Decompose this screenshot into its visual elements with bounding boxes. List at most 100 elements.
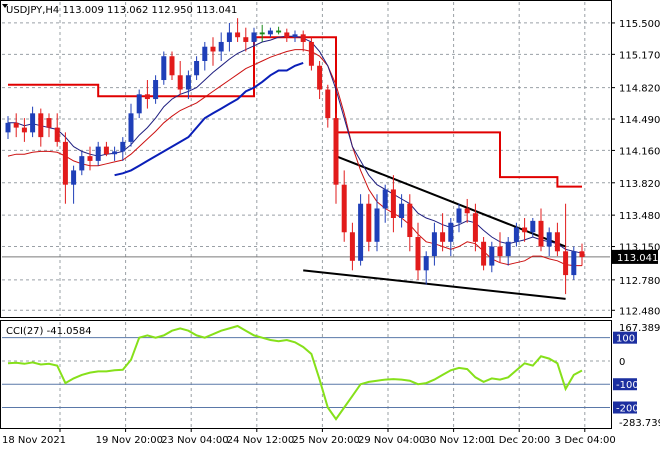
candle <box>218 32 224 61</box>
candle-body <box>128 113 134 142</box>
candle <box>308 37 314 71</box>
candle <box>415 222 421 280</box>
candle <box>284 28 290 42</box>
candle-body <box>399 203 405 218</box>
candle-body <box>177 75 183 90</box>
candle-body <box>13 122 19 128</box>
collapse-triangle-icon[interactable] <box>2 4 8 8</box>
candle <box>30 106 36 138</box>
y-tick-label: 114.490 <box>619 115 660 126</box>
x-tick-label: 19 Nov 20:00 <box>96 435 163 446</box>
candle <box>399 194 405 228</box>
candle <box>497 232 503 263</box>
candle-body <box>341 184 347 233</box>
candle <box>112 146 118 161</box>
candle-body <box>423 256 429 271</box>
candle-body <box>407 203 413 238</box>
candle-body <box>513 227 519 242</box>
x-tick-label: 1 Dec 20:00 <box>489 435 550 446</box>
candle <box>251 27 257 47</box>
candle-body <box>440 232 446 242</box>
candle-body <box>103 146 109 155</box>
candle <box>341 170 347 242</box>
cci-layer <box>7 324 583 421</box>
candle-body <box>161 56 167 81</box>
x-tick-label: 23 Nov 04:00 <box>161 435 228 446</box>
candle-body <box>136 94 142 114</box>
candle <box>554 222 560 257</box>
candle-body <box>30 113 36 133</box>
candle <box>276 26 282 35</box>
y-tick-label: 113.150 <box>619 243 660 254</box>
candle <box>325 84 331 128</box>
candle <box>194 56 200 81</box>
candle <box>54 113 60 147</box>
candle-body <box>46 118 52 128</box>
candle-body <box>358 203 364 261</box>
trendline <box>303 269 566 300</box>
candle-body <box>62 141 68 185</box>
candle <box>71 165 77 204</box>
axis-layer: 115.500 115.170 114.820 114.490 114.160 113.8… <box>2 19 660 446</box>
candle <box>407 194 413 252</box>
candle <box>538 208 544 252</box>
candle-body <box>464 208 470 214</box>
candle <box>349 222 355 271</box>
candle <box>153 75 159 104</box>
candle <box>169 51 175 81</box>
candle <box>456 203 462 233</box>
candle-body <box>292 34 298 38</box>
y-tick-label: 114.160 <box>619 146 660 157</box>
candle <box>505 237 511 266</box>
candle-body <box>185 75 191 90</box>
candle <box>390 175 396 233</box>
candle <box>21 118 27 142</box>
candle-body <box>267 30 273 35</box>
candle-body <box>5 122 11 133</box>
candle <box>489 241 495 273</box>
trendline <box>335 155 566 248</box>
candle-body <box>325 89 331 119</box>
y-tick-label: 113.480 <box>619 211 660 222</box>
cci-tick-badge <box>613 331 637 344</box>
candle <box>202 41 208 71</box>
x-tick-label: 24 Nov 12:00 <box>227 435 294 446</box>
candle <box>210 37 216 66</box>
candle <box>423 251 429 285</box>
candle-body <box>87 156 93 161</box>
candle <box>530 217 536 238</box>
candle-body <box>21 127 27 133</box>
candle <box>374 194 380 252</box>
candle <box>235 18 241 42</box>
candle-body <box>210 46 216 52</box>
candle <box>546 227 552 257</box>
candle-body <box>374 208 380 242</box>
candle <box>185 70 191 100</box>
candle-body <box>431 232 437 257</box>
candle-body <box>202 46 208 61</box>
candles-layer <box>5 18 585 295</box>
candle-body <box>546 232 552 247</box>
candle <box>472 203 478 252</box>
candle-body <box>169 56 175 76</box>
x-tick-label: 30 Nov 12:00 <box>424 435 491 446</box>
y-tick-label: 115.500 <box>619 19 660 30</box>
ichimoku-step-line <box>8 36 582 188</box>
candle <box>358 194 364 266</box>
candle-body <box>276 30 282 33</box>
candle-body <box>448 222 454 242</box>
candle-body <box>497 246 503 257</box>
candle-body <box>300 34 306 42</box>
candle-body <box>194 60 200 76</box>
candle <box>300 30 306 52</box>
candle <box>563 203 569 295</box>
candle <box>431 222 437 266</box>
candle <box>333 113 339 204</box>
current-price-badge <box>612 249 658 264</box>
current-price-label: 113.041 <box>617 253 658 264</box>
candle <box>440 213 446 252</box>
candle-body <box>415 237 421 271</box>
cci-tick-label: 0 <box>619 357 625 368</box>
trendline-layer <box>303 155 566 300</box>
candle <box>464 198 470 223</box>
